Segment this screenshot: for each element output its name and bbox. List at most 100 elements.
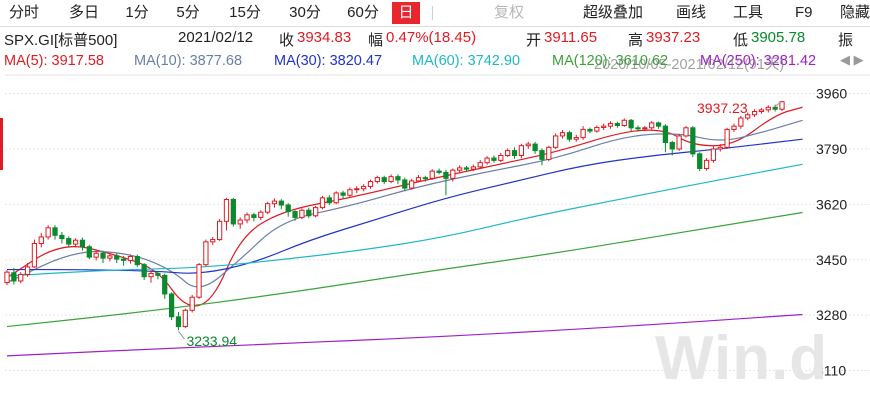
toolbar-separator	[432, 6, 433, 20]
candle	[669, 140, 675, 156]
candle	[450, 168, 456, 182]
candle-body	[326, 197, 332, 204]
candle	[52, 225, 58, 240]
candle	[244, 212, 250, 224]
candle	[11, 267, 17, 285]
candle	[374, 175, 380, 184]
candle-body	[120, 258, 127, 261]
candle	[532, 141, 538, 154]
candle	[162, 273, 168, 299]
candle	[505, 148, 511, 158]
candle	[621, 118, 627, 127]
candle-body	[635, 127, 641, 130]
candle-body	[367, 181, 374, 187]
toolbar: 分时 多日 1分 5分 15分 30分 60分 日 复权 超级叠加 画线 工具 …	[0, 0, 870, 27]
candle	[134, 254, 140, 267]
candle-body	[779, 101, 785, 110]
timeframe-daily[interactable]: 日	[392, 2, 420, 24]
candle-body	[409, 180, 415, 189]
candle-body	[79, 239, 86, 248]
candle-body	[278, 200, 284, 206]
candle	[649, 120, 655, 130]
candle-body	[546, 146, 552, 160]
y-tick-label: 3110	[816, 363, 846, 379]
timeframe-1min[interactable]: 1分	[125, 4, 149, 21]
high-value: 3937.23	[646, 29, 701, 46]
timeframe-30min[interactable]: 30分	[289, 4, 321, 21]
candle	[264, 201, 271, 215]
candle	[415, 175, 422, 183]
candle	[251, 212, 257, 222]
candle-body	[18, 273, 24, 282]
timeframe-60min[interactable]: 60分	[347, 4, 379, 21]
candle	[258, 210, 264, 221]
candle-body	[271, 200, 278, 205]
candle	[299, 208, 305, 220]
timeframe-15min[interactable]: 15分	[229, 4, 261, 21]
candle-body	[374, 177, 380, 183]
candle-body	[511, 150, 518, 156]
high-label: 高	[628, 32, 644, 49]
candle-body	[662, 125, 669, 143]
restore-rights-button[interactable]: 复权	[494, 4, 525, 21]
candle-body	[59, 234, 65, 240]
tools-button[interactable]: 工具	[733, 4, 764, 21]
chart-grid	[5, 74, 870, 372]
candle-body	[601, 125, 607, 128]
candle	[237, 217, 243, 229]
candle-body	[525, 143, 531, 147]
f9-button[interactable]: F9	[795, 4, 813, 21]
candle-body	[155, 272, 161, 276]
candle-body	[340, 192, 346, 196]
candle-body	[655, 122, 662, 127]
candle-body	[505, 150, 511, 156]
candle	[573, 134, 579, 142]
timeframe-intraday[interactable]: 分时	[8, 4, 39, 21]
candle	[751, 109, 758, 118]
candle-body	[38, 236, 44, 244]
candle-body	[148, 272, 154, 278]
candle	[683, 126, 689, 138]
candle	[443, 169, 449, 196]
timeframe-5min[interactable]: 5分	[176, 4, 200, 21]
candle-body	[264, 203, 271, 213]
candle-body	[313, 207, 319, 217]
low-pointer	[178, 330, 185, 340]
candle-body	[223, 198, 230, 222]
candle	[72, 238, 79, 248]
candle	[724, 127, 730, 149]
candle-body	[566, 132, 573, 140]
candle	[313, 205, 319, 218]
timeframe-multiday[interactable]: 多日	[68, 4, 99, 21]
candle-body	[395, 176, 401, 181]
candle-body	[86, 246, 92, 258]
candle-body	[450, 169, 456, 179]
candle	[278, 199, 284, 210]
candle	[436, 168, 442, 175]
candle	[463, 165, 470, 172]
chevron-right-icon[interactable]: ▶	[853, 52, 864, 67]
super-overlay-button[interactable]: 超级叠加	[583, 4, 644, 21]
candle	[216, 219, 223, 241]
amplitude-label: 振	[838, 32, 854, 49]
candle-body	[731, 125, 737, 130]
candle	[79, 237, 86, 251]
high-pointer	[773, 101, 782, 108]
hide-button[interactable]: 隐藏	[840, 4, 870, 21]
candle-body	[484, 157, 490, 164]
candle-body	[45, 227, 51, 238]
candle	[676, 133, 682, 151]
candle	[491, 155, 497, 163]
candle	[703, 158, 710, 171]
draw-line-button[interactable]: 画线	[676, 4, 707, 21]
ma30-legend: MA(30): 3820.47	[274, 53, 383, 69]
candle	[710, 146, 717, 163]
ma10-legend: MA(10): 3877.68	[134, 53, 243, 69]
candle	[120, 255, 127, 266]
candle	[662, 124, 669, 153]
legend-scroll[interactable]: ◀ ▶	[840, 52, 870, 70]
candle	[642, 126, 648, 132]
chevron-left-icon[interactable]: ◀	[840, 52, 850, 67]
ma-line-ma250	[6, 313, 803, 357]
